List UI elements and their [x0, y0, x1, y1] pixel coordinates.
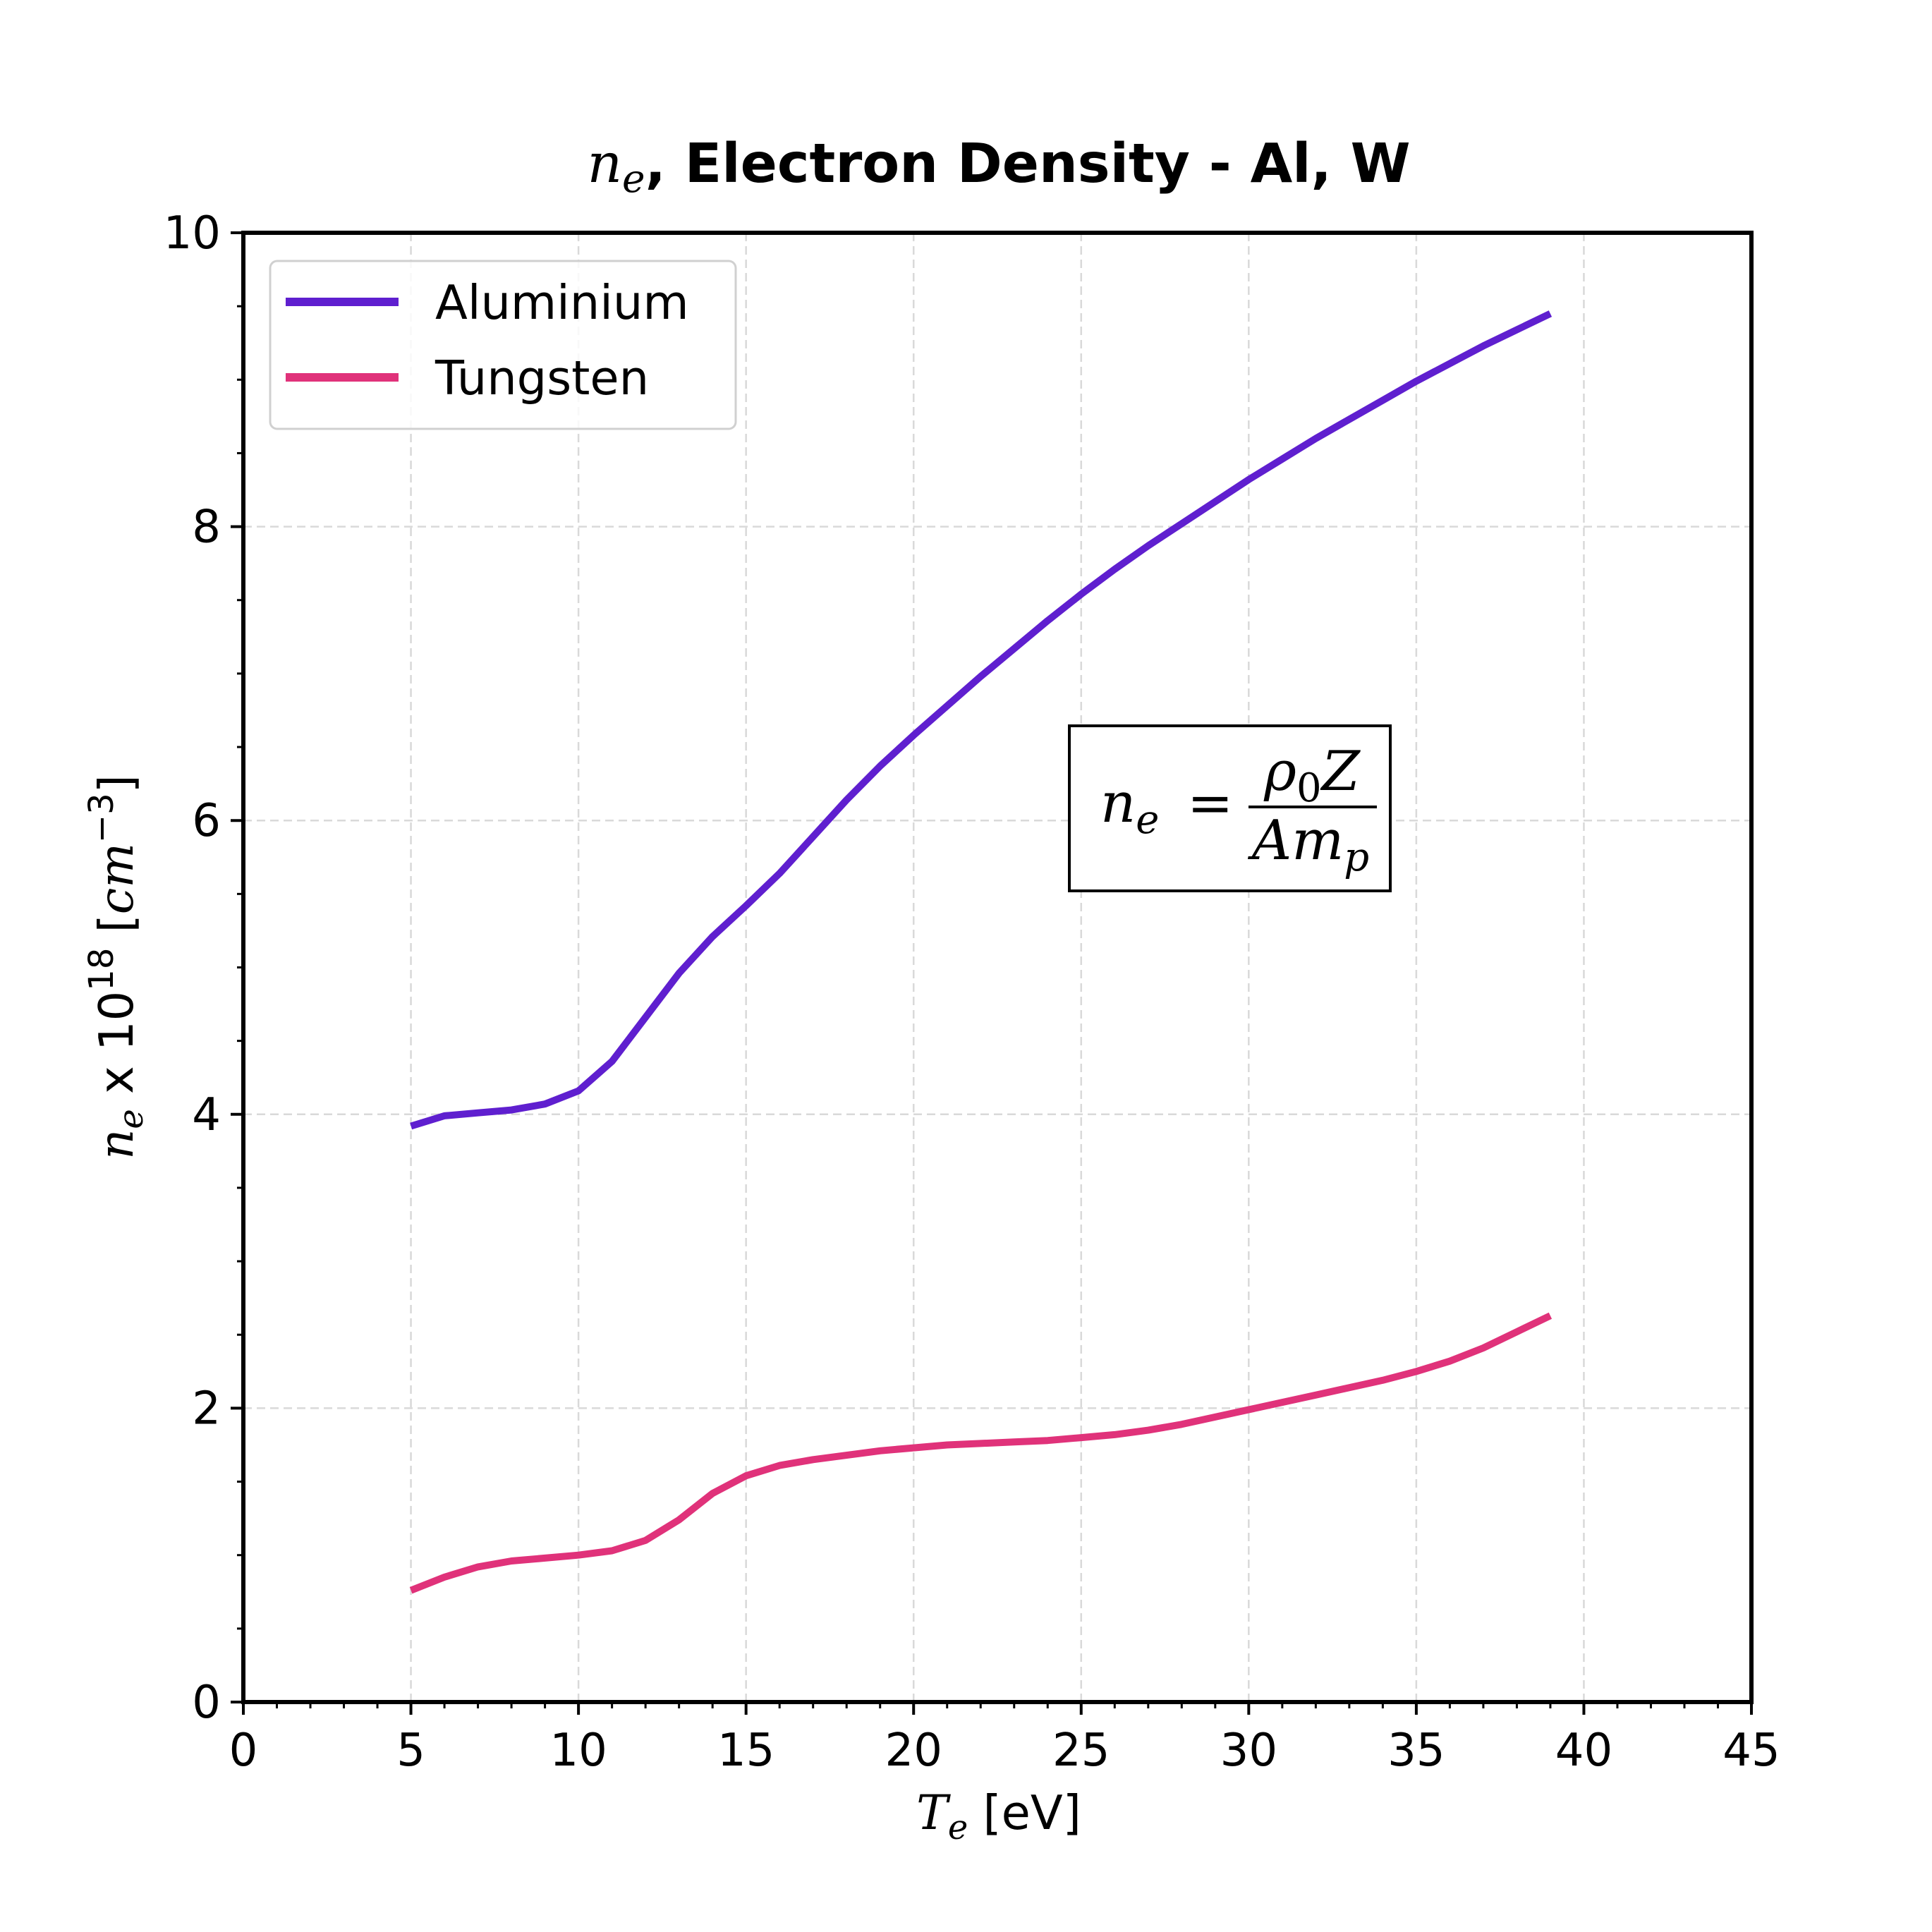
y-tick-label: 0: [192, 1677, 221, 1729]
x-tick-label: 15: [717, 1725, 774, 1777]
axis-ticks: [231, 231, 1753, 1715]
series-line-tungsten: [409, 1312, 1553, 1594]
formula-numerator: ρ0Z: [1263, 740, 1361, 811]
formula-annotation: ne = ρ0Z Amp: [1068, 724, 1392, 892]
formula-equals: =: [1187, 772, 1233, 835]
plot-frame: [241, 231, 1754, 1704]
y-tick-label: 6: [192, 795, 221, 847]
x-tick-label: 35: [1387, 1725, 1445, 1777]
chart-title: ne, Electron Density - Al, W: [587, 133, 1410, 201]
x-tick-labels: 0 5 10 15 20 25 30 35 40 45: [229, 1725, 1780, 1777]
y-tick-labels: 0 2 4 6 8 10: [164, 207, 221, 1729]
formula-denominator: Amp: [1248, 809, 1369, 880]
x-tick-label: 20: [885, 1725, 942, 1777]
x-tick-label: 10: [549, 1725, 607, 1777]
y-tick-label: 8: [192, 502, 221, 554]
legend: Aluminium Tungsten: [269, 260, 737, 430]
y-tick-label: 2: [192, 1383, 221, 1435]
x-tick-label: 5: [396, 1725, 425, 1777]
x-axis-label: Te [eV]: [916, 1785, 1081, 1847]
series-group: [409, 310, 1553, 1594]
series-line-aluminium: [410, 310, 1553, 1130]
x-tick-label: 0: [229, 1725, 258, 1777]
x-tick-label: 25: [1052, 1725, 1110, 1777]
x-tick-label: 30: [1220, 1725, 1277, 1777]
legend-label-tungsten: Tungsten: [435, 351, 649, 406]
formula-lhs: ne: [1100, 772, 1159, 843]
y-axis-label: ne x 1018 [cm−3]: [82, 774, 151, 1160]
x-tick-label: 40: [1555, 1725, 1612, 1777]
grid: [243, 233, 1751, 1702]
y-tick-label: 10: [164, 207, 221, 260]
legend-label-aluminium: Aluminium: [435, 275, 689, 330]
y-tick-label: 4: [192, 1089, 221, 1141]
x-tick-label: 45: [1723, 1725, 1780, 1777]
